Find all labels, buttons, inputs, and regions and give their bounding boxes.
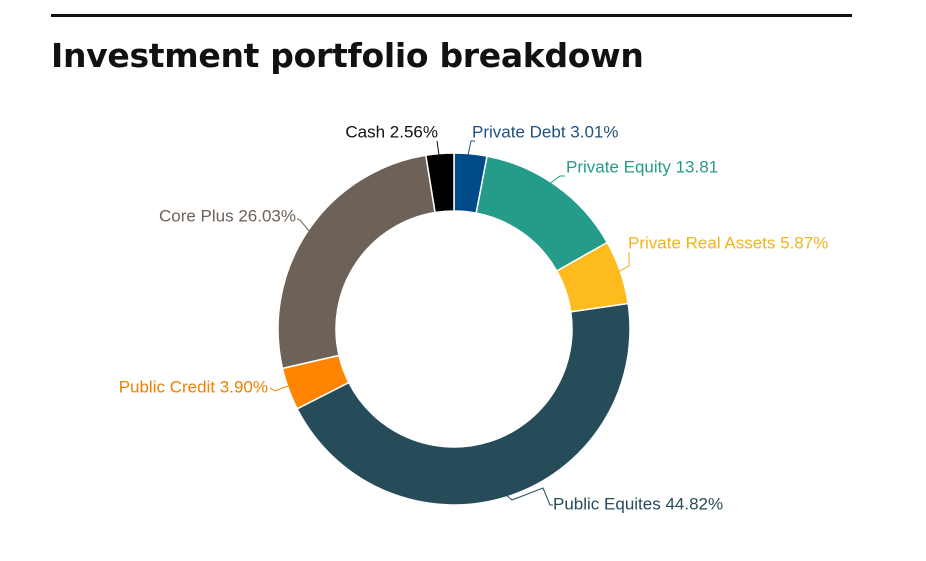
top-rule bbox=[51, 14, 852, 17]
slice-label: Core Plus 26.03% bbox=[159, 206, 296, 225]
slice-label: Public Credit 3.90% bbox=[119, 377, 268, 396]
slice-cash bbox=[424, 152, 455, 214]
leader-line bbox=[543, 175, 565, 189]
slice-label: Private Equity 13.81 bbox=[566, 157, 718, 176]
leader-line bbox=[467, 140, 475, 156]
leader-line bbox=[504, 487, 553, 506]
leader-line bbox=[436, 140, 440, 156]
leader-line bbox=[296, 218, 311, 233]
slice-label: Public Equites 44.82% bbox=[553, 494, 723, 513]
slice-core-plus bbox=[277, 154, 436, 370]
chart-title: Investment portfolio breakdown bbox=[51, 36, 644, 75]
slice-label: Private Real Assets 5.87% bbox=[628, 233, 828, 252]
slice-label: Cash 2.56% bbox=[345, 122, 438, 141]
leader-line bbox=[269, 385, 289, 392]
slice-public-equites bbox=[296, 302, 631, 506]
slice-label: Private Debt 3.01% bbox=[472, 122, 618, 141]
leader-line bbox=[617, 252, 630, 273]
